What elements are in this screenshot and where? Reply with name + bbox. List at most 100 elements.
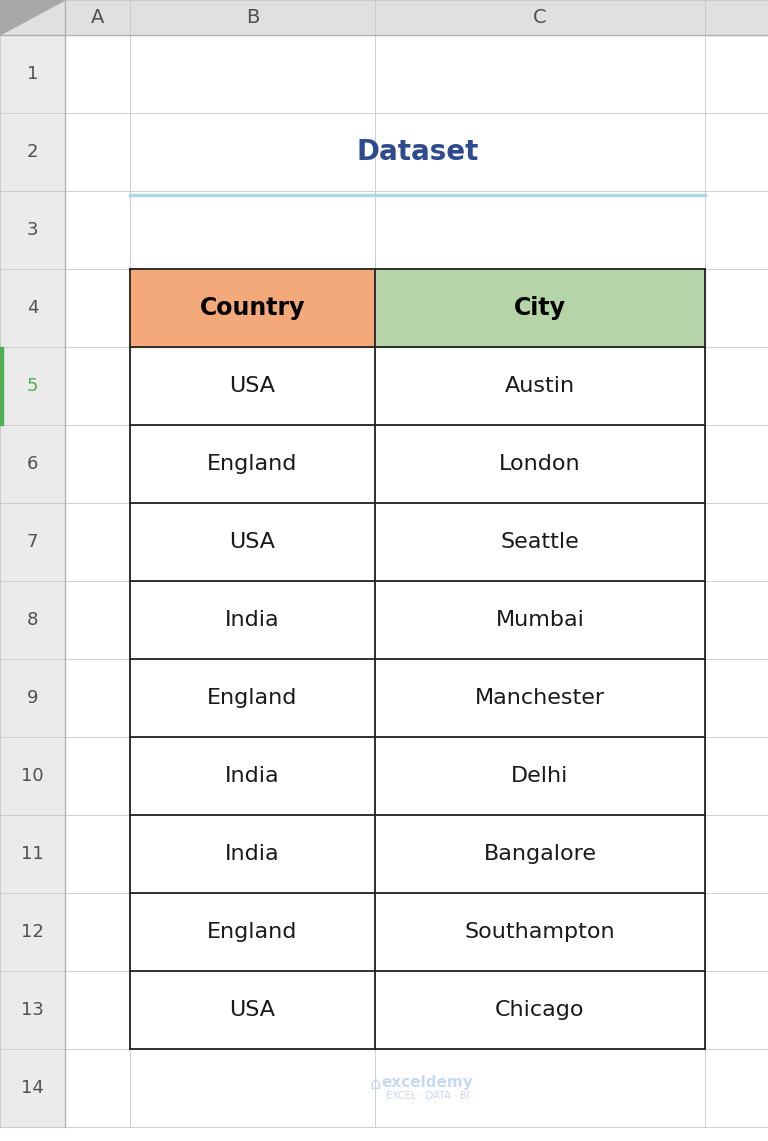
Text: 5: 5 bbox=[27, 377, 38, 395]
Text: 14: 14 bbox=[21, 1079, 44, 1097]
Bar bbox=[0, 581, 65, 659]
Bar bbox=[375, 971, 705, 1049]
Bar bbox=[65, 191, 130, 269]
Text: C: C bbox=[533, 8, 547, 27]
Text: 11: 11 bbox=[22, 845, 44, 863]
Bar bbox=[0, 347, 3, 424]
Text: England: England bbox=[207, 454, 298, 474]
Bar bbox=[0, 971, 65, 1049]
Bar bbox=[375, 113, 705, 191]
Bar bbox=[375, 269, 705, 347]
Bar bbox=[0, 815, 65, 893]
Bar bbox=[0, 113, 65, 191]
Bar bbox=[0, 0, 768, 35]
Bar bbox=[130, 971, 375, 1049]
Bar bbox=[0, 347, 65, 424]
Bar bbox=[375, 347, 705, 424]
Text: 3: 3 bbox=[27, 221, 38, 238]
Bar bbox=[0, 1049, 65, 1127]
Bar bbox=[375, 503, 705, 581]
Text: 1: 1 bbox=[27, 65, 38, 83]
Bar bbox=[130, 815, 375, 893]
Bar bbox=[130, 893, 375, 971]
Text: 9: 9 bbox=[27, 689, 38, 707]
Bar bbox=[375, 1049, 705, 1127]
Bar bbox=[130, 503, 375, 581]
Text: Manchester: Manchester bbox=[475, 688, 605, 709]
Text: London: London bbox=[499, 454, 581, 474]
Text: Seattle: Seattle bbox=[501, 532, 579, 552]
Bar bbox=[130, 191, 375, 269]
Bar bbox=[130, 347, 375, 424]
Bar bbox=[0, 893, 65, 971]
Text: exceldemy: exceldemy bbox=[382, 1076, 473, 1091]
Text: Austin: Austin bbox=[505, 377, 575, 396]
Bar bbox=[130, 424, 375, 503]
Text: B: B bbox=[246, 8, 259, 27]
Text: 10: 10 bbox=[22, 767, 44, 785]
Bar bbox=[375, 659, 705, 737]
Text: Bangalore: Bangalore bbox=[484, 844, 597, 864]
Text: Delhi: Delhi bbox=[511, 766, 568, 786]
Polygon shape bbox=[0, 0, 65, 35]
Bar bbox=[130, 581, 375, 659]
Bar bbox=[130, 35, 375, 113]
Bar bbox=[0, 737, 65, 815]
Text: England: England bbox=[207, 688, 298, 709]
Bar bbox=[65, 113, 130, 191]
Bar bbox=[130, 269, 375, 347]
Bar bbox=[375, 893, 705, 971]
Bar bbox=[375, 35, 705, 113]
Text: Country: Country bbox=[200, 296, 305, 319]
Bar bbox=[65, 269, 130, 347]
Bar bbox=[130, 1049, 375, 1127]
Bar bbox=[130, 269, 375, 347]
Text: 7: 7 bbox=[27, 533, 38, 551]
Text: USA: USA bbox=[230, 532, 276, 552]
Text: India: India bbox=[225, 610, 280, 630]
Bar bbox=[0, 659, 65, 737]
Bar bbox=[65, 893, 130, 971]
Text: City: City bbox=[514, 296, 566, 319]
Bar bbox=[0, 269, 65, 347]
Text: England: England bbox=[207, 922, 298, 942]
Bar bbox=[65, 971, 130, 1049]
Bar bbox=[65, 581, 130, 659]
Text: India: India bbox=[225, 766, 280, 786]
Text: A: A bbox=[91, 8, 104, 27]
Bar bbox=[375, 737, 705, 815]
Bar bbox=[375, 269, 705, 347]
Text: Dataset: Dataset bbox=[356, 138, 478, 165]
Bar bbox=[65, 347, 130, 424]
Text: ⌂: ⌂ bbox=[370, 1075, 381, 1093]
Bar bbox=[65, 424, 130, 503]
Bar bbox=[65, 659, 130, 737]
Bar bbox=[130, 113, 375, 191]
Bar bbox=[0, 191, 65, 269]
Bar bbox=[130, 737, 375, 815]
Text: EXCEL · DATA · BI: EXCEL · DATA · BI bbox=[386, 1091, 469, 1101]
Bar bbox=[0, 503, 65, 581]
Bar bbox=[65, 737, 130, 815]
Bar bbox=[375, 191, 705, 269]
Text: 6: 6 bbox=[27, 455, 38, 474]
Text: India: India bbox=[225, 844, 280, 864]
Bar bbox=[375, 581, 705, 659]
Bar bbox=[0, 35, 65, 113]
Text: USA: USA bbox=[230, 1000, 276, 1020]
Bar bbox=[375, 424, 705, 503]
Text: Chicago: Chicago bbox=[495, 1000, 584, 1020]
Text: Mumbai: Mumbai bbox=[495, 610, 584, 630]
Text: 8: 8 bbox=[27, 610, 38, 629]
Bar bbox=[65, 1049, 130, 1127]
Text: USA: USA bbox=[230, 377, 276, 396]
Text: 12: 12 bbox=[21, 923, 44, 941]
Text: Southampton: Southampton bbox=[465, 922, 615, 942]
Text: 2: 2 bbox=[27, 143, 38, 161]
Text: 4: 4 bbox=[27, 299, 38, 317]
Bar bbox=[130, 659, 375, 737]
Bar bbox=[65, 503, 130, 581]
Bar bbox=[375, 815, 705, 893]
Text: 13: 13 bbox=[21, 1001, 44, 1019]
Bar bbox=[65, 815, 130, 893]
